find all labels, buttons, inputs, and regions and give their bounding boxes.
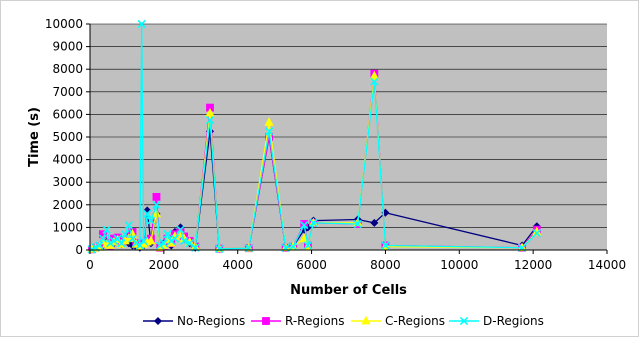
data-point: [131, 239, 141, 248]
data-point: [170, 234, 180, 243]
data-point: [300, 220, 309, 230]
data-point: [370, 77, 379, 86]
y-tick-label: 5000: [52, 130, 83, 144]
y-tick-label: 0: [75, 243, 83, 257]
y-axis-ticks: 0 1000 2000 3000 4000 5000 6000 7000 8000 9000 100…: [45, 17, 90, 257]
data-point: [205, 115, 215, 125]
y-tick-label: 4000: [52, 153, 83, 167]
x-tick-label: 12000: [514, 258, 552, 272]
legend-label: No-Regions: [177, 314, 245, 328]
legend-label: D-Regions: [483, 314, 544, 328]
gridlines: [90, 23, 607, 228]
legend-item: C-Regions: [351, 314, 445, 328]
x-tick-label: 14000: [588, 258, 626, 272]
data-point: [244, 244, 253, 253]
y-tick-label: 2000: [52, 198, 83, 212]
data-point: [264, 127, 274, 136]
data-point: [143, 209, 152, 219]
data-point: [152, 200, 161, 209]
data-point: [109, 236, 119, 246]
data-point: [381, 241, 390, 250]
data-point: [120, 230, 130, 239]
data-point: [163, 230, 172, 239]
data-point: [117, 239, 126, 248]
y-tick-label: 8000: [52, 62, 83, 76]
data-point: [264, 117, 274, 126]
data-point: [369, 70, 379, 80]
data-point: [146, 216, 156, 225]
y-tick-label: 6000: [52, 107, 83, 121]
y-axis-title: Time (s): [27, 107, 42, 167]
y-tick-label: 3000: [52, 175, 83, 189]
x-tick-label: 8000: [370, 258, 401, 272]
data-point: [176, 225, 185, 234]
data-point: [370, 218, 379, 227]
data-point: [139, 236, 148, 246]
data-point: [137, 19, 146, 29]
x-tick-label: 2000: [149, 258, 180, 272]
data-point: [215, 244, 224, 254]
legend-item: D-Regions: [449, 314, 544, 328]
y-tick-label: 10000: [45, 17, 83, 31]
data-point: [159, 239, 169, 248]
data-point: [151, 208, 162, 218]
series-group: [87, 19, 542, 254]
legend-marker: [153, 316, 163, 326]
data-point: [152, 192, 161, 201]
y-tick-label: 7000: [52, 85, 83, 99]
data-point: [95, 241, 104, 250]
data-point: [303, 241, 313, 250]
x-tick-label: 10000: [440, 258, 478, 272]
x-axis-title: Number of Cells: [290, 283, 407, 298]
legend-marker: [459, 316, 469, 326]
data-point: [102, 225, 111, 234]
x-tick-label: 4000: [222, 258, 253, 272]
data-point: [98, 234, 108, 243]
x-tick-label: 6000: [296, 258, 327, 272]
series-3: [87, 19, 542, 254]
legend-item: No-Regions: [143, 314, 245, 328]
data-point: [167, 236, 176, 246]
data-point: [532, 228, 542, 238]
y-tick-label: 9000: [52, 40, 83, 54]
x-tick-label: 0: [86, 258, 94, 272]
data-point: [205, 108, 215, 117]
data-point: [146, 235, 156, 245]
data-point: [124, 220, 133, 230]
data-point: [106, 239, 115, 248]
legend-marker: [262, 317, 270, 325]
legend-label: R-Regions: [285, 314, 345, 328]
legend-item: R-Regions: [251, 314, 345, 328]
data-point: [155, 241, 165, 250]
data-point: [180, 236, 189, 246]
legend-marker: [361, 315, 371, 325]
data-point: [353, 219, 362, 229]
legend-label: C-Regions: [385, 314, 445, 328]
legend: No-Regions R-Regions C-Regions D-Regions: [143, 314, 544, 328]
data-point: [309, 218, 318, 228]
y-tick-label: 1000: [52, 220, 83, 234]
x-axis-ticks: 0 2000 4000 6000 8000 10000 12000 14000: [86, 250, 626, 272]
data-point: [288, 242, 298, 251]
